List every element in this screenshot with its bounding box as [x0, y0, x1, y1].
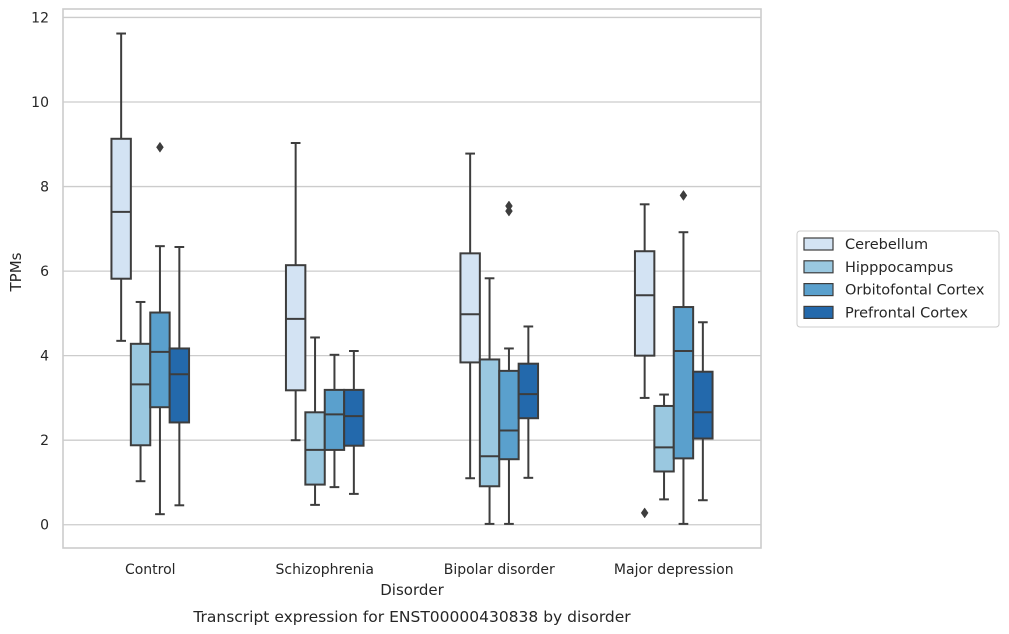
y-tick-labels: 0 2 4 6 8 10 12 — [31, 10, 49, 533]
box-body — [653, 404, 675, 473]
series-prefrontal-cortex — [168, 246, 714, 507]
legend-frame — [796, 230, 1000, 328]
legend-label: Prefrontal Cortex — [845, 305, 968, 321]
series-cerebellum — [110, 32, 656, 519]
box — [692, 321, 714, 502]
legend-label: Cerebellum — [845, 237, 928, 253]
x-tick-label: Bipolar disorder — [444, 562, 555, 578]
box-body — [284, 264, 307, 392]
y-tick-label: 4 — [40, 349, 49, 365]
box-body — [304, 411, 326, 486]
legend-item: Hipppocampus — [803, 260, 953, 276]
box-body — [459, 252, 481, 364]
plot-border — [62, 8, 762, 549]
box — [498, 200, 520, 525]
box — [149, 141, 171, 516]
box — [459, 152, 481, 480]
box — [653, 393, 675, 501]
box-body — [478, 358, 501, 488]
box — [168, 246, 191, 507]
outlier-point — [640, 507, 649, 519]
box — [478, 277, 501, 525]
box-body — [343, 388, 365, 447]
box-body — [672, 306, 695, 460]
box — [633, 203, 656, 519]
series-orbitofontal-cortex — [149, 141, 695, 525]
legend-item: Orbitofontal Cortex — [803, 283, 985, 299]
legend-label: Orbitofontal Cortex — [845, 283, 985, 299]
outlier-point — [156, 141, 164, 153]
box-series — [110, 32, 714, 525]
x-tick-label: Control — [125, 562, 176, 578]
legend-item: Cerebellum — [803, 237, 928, 253]
plot-frame — [62, 8, 762, 549]
legend-label: Hipppocampus — [845, 260, 953, 276]
y-tick-label: 0 — [40, 518, 49, 534]
legend-item: Prefrontal Cortex — [803, 305, 968, 321]
x-axis-label: Disorder — [380, 581, 444, 599]
box — [343, 350, 365, 495]
outlier-point — [679, 189, 688, 201]
series-hipppocampus — [129, 277, 675, 525]
chart-caption: Transcript expression for ENST0000043083… — [192, 608, 631, 626]
box-body — [168, 347, 191, 424]
legend-swatch — [803, 305, 834, 319]
outlier-point — [505, 200, 513, 212]
box — [323, 353, 346, 489]
box-body — [498, 369, 520, 461]
y-tick-label: 6 — [40, 264, 49, 280]
box-body — [692, 370, 714, 440]
x-tick-labels: Control Schizophrenia Bipolar disorder Majo… — [125, 562, 734, 578]
y-tick-label: 10 — [31, 95, 49, 111]
legend-swatch — [803, 237, 834, 251]
x-tick-label: Schizophrenia — [276, 562, 374, 578]
box — [284, 142, 307, 442]
box-body — [323, 388, 346, 451]
x-tick-label: Major depression — [614, 562, 734, 578]
box — [110, 32, 132, 342]
y-tick-label: 2 — [40, 433, 49, 449]
box-body — [110, 137, 132, 280]
y-tick-label: 12 — [31, 10, 49, 26]
legend-items: Cerebellum Hipppocampus Orbitofontal Corte… — [803, 237, 985, 321]
box-body — [633, 250, 656, 357]
box-body — [149, 311, 171, 409]
box — [517, 325, 540, 479]
box-body — [129, 342, 152, 447]
box — [304, 336, 326, 506]
y-tick-label: 8 — [40, 180, 49, 196]
legend-swatch — [803, 260, 834, 274]
box — [129, 300, 152, 483]
legend: Cerebellum Hipppocampus Orbitofontal Corte… — [796, 230, 1000, 328]
box-body — [517, 362, 540, 420]
legend-swatch — [803, 283, 834, 297]
y-axis-label: TPMs — [7, 252, 25, 292]
box — [672, 189, 695, 525]
